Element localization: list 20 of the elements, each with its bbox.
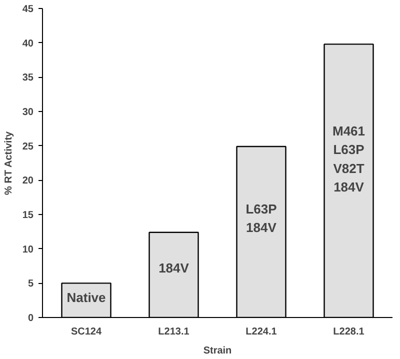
x-tick-label: L228.1 xyxy=(333,326,365,338)
y-tick-label: 20 xyxy=(22,176,34,187)
y-tick-label: 0 xyxy=(28,313,34,324)
y-tick-label: 35 xyxy=(22,72,34,84)
annotation: L63P 184V xyxy=(246,201,278,236)
x-tick-label: L213.1 xyxy=(158,326,190,338)
annotation: Native xyxy=(66,290,106,306)
x-tick-label: L224.1 xyxy=(246,326,278,338)
y-tick-label: 45 xyxy=(22,4,34,15)
y-tick-label: 5 xyxy=(28,278,34,290)
y-axis-title: % RT Activity xyxy=(3,130,14,195)
y-tick-label: 30 xyxy=(22,107,34,118)
y-tick-label: 25 xyxy=(22,141,34,152)
y-tick-label: 15 xyxy=(22,210,34,221)
annotation: M461 L63P V82T 184V xyxy=(332,123,366,195)
annotation: 184V xyxy=(158,260,190,276)
x-tick-label: SC124 xyxy=(70,326,102,338)
y-tick-label: 40 xyxy=(22,38,34,50)
y-tick-label: 10 xyxy=(22,244,34,256)
x-axis-title: Strain xyxy=(203,346,232,356)
